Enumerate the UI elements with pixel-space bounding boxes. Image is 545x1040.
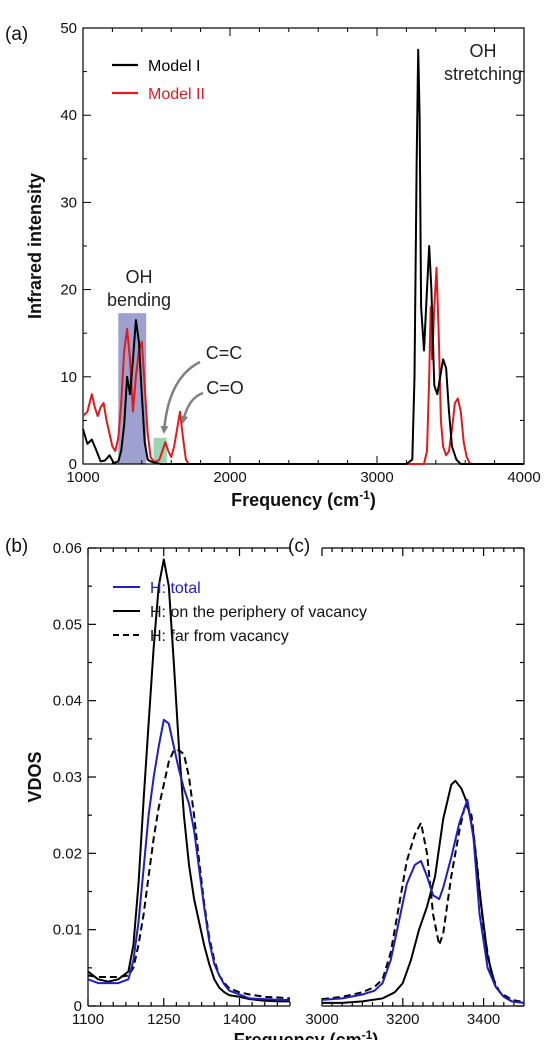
panel-c: 3000 3200 3400 (c) bbox=[288, 536, 525, 1028]
y-tick-label: 10 bbox=[60, 369, 77, 386]
legend-a: Model I Model II bbox=[112, 58, 205, 103]
panel-b: 1100 1250 1400 0 0.01 0.02 0.03 0.04 0.05 0.06 Fre… bbox=[5, 536, 378, 1040]
panel-label-b: (b) bbox=[5, 536, 28, 557]
y-axis-title: Infrared intensity bbox=[25, 173, 45, 319]
series-line-h-total bbox=[322, 798, 524, 1004]
x-tick-label: 1100 bbox=[72, 1011, 104, 1028]
x-tick-label: 4000 bbox=[507, 469, 540, 486]
series-line-h-on-the-periphery-of-vacancy bbox=[322, 779, 524, 1004]
x-tick-label: 3000 bbox=[360, 469, 393, 486]
series-line-model-i bbox=[82, 48, 524, 465]
y-tick-label: 0 bbox=[74, 998, 82, 1015]
y-tick-label: 0.04 bbox=[53, 693, 82, 710]
annotation-cc: C=C bbox=[206, 343, 243, 363]
annotation-oh-stretching: OH bbox=[470, 41, 497, 61]
cc-band bbox=[153, 437, 167, 464]
y-tick-label: 0 bbox=[69, 456, 77, 473]
x-tick-label: 1400 bbox=[223, 1011, 256, 1028]
annotation-co: C=O bbox=[206, 378, 244, 398]
y-tick-label: 0.01 bbox=[53, 922, 82, 939]
x-axis-title: Frequency (cm-1) bbox=[234, 1028, 379, 1040]
panel-label-a: (a) bbox=[5, 24, 28, 45]
y-tick-label: 0.05 bbox=[53, 616, 82, 633]
y-tick-label: 40 bbox=[60, 107, 77, 124]
y-tick-label: 30 bbox=[60, 194, 77, 211]
annotation-oh-bending: bending bbox=[107, 290, 171, 310]
legend-label: H: far from vacancy bbox=[150, 628, 289, 645]
series-line-model-ii bbox=[82, 266, 524, 465]
series-line-h-far-from-vacancy bbox=[322, 802, 524, 1004]
annotation-oh-bending: OH bbox=[126, 267, 153, 287]
legend-label: H: on the periphery of vacancy bbox=[150, 604, 367, 621]
x-tick-label: 1250 bbox=[147, 1011, 180, 1028]
panel-label-c: (c) bbox=[288, 536, 310, 557]
x-tick-label: 2000 bbox=[213, 469, 246, 486]
legend-label: Model II bbox=[148, 86, 205, 103]
arrow-cc bbox=[160, 360, 201, 434]
y-tick-label: 50 bbox=[60, 20, 77, 37]
x-tick-label: 3000 bbox=[305, 1011, 338, 1028]
legend-label: H: total bbox=[150, 580, 201, 597]
legend-bc: H: total H: on the periphery of vacancy H:… bbox=[113, 580, 367, 645]
y-axis-title: VDOS bbox=[25, 751, 45, 802]
y-tick-label: 20 bbox=[60, 282, 77, 299]
y-tick-label: 0.06 bbox=[53, 540, 82, 557]
x-tick-label: 1000 bbox=[66, 469, 99, 486]
x-tick-label: 3400 bbox=[467, 1011, 500, 1028]
legend-label: Model I bbox=[148, 58, 200, 75]
arrow-co bbox=[180, 391, 204, 424]
x-tick-label: 3200 bbox=[386, 1011, 419, 1028]
annotation-oh-stretching: stretching bbox=[444, 64, 522, 84]
y-tick-label: 0.02 bbox=[53, 845, 82, 862]
y-tick-label: 0.03 bbox=[53, 769, 82, 786]
series-line-h-far-from-vacancy bbox=[88, 749, 290, 1000]
x-axis-title: Frequency (cm-1) bbox=[231, 488, 376, 510]
series-line-h-total bbox=[88, 718, 290, 1001]
panel-a: 1000 2000 3000 4000 0 10 20 30 40 50 Frequency (cm… bbox=[5, 20, 541, 510]
